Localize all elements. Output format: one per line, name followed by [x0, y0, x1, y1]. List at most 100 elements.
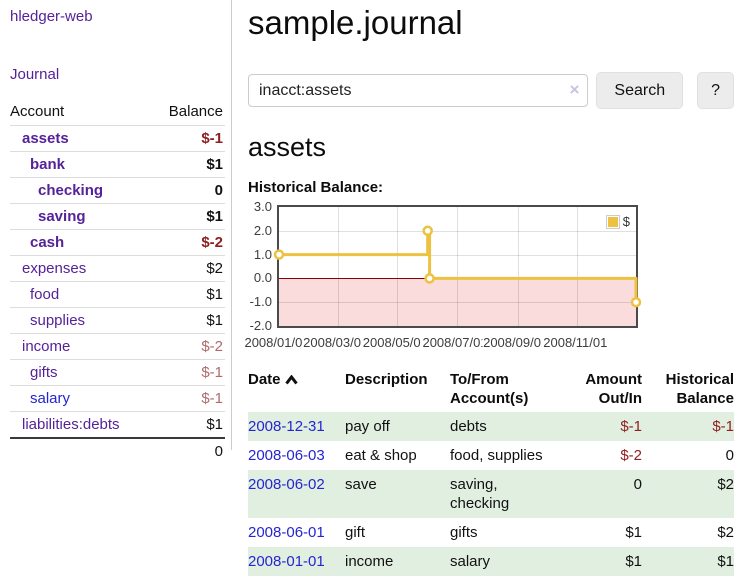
register-balance: $2: [717, 476, 734, 493]
register-header-date[interactable]: Date: [248, 368, 345, 412]
account-balance-cell: $-2: [152, 334, 225, 360]
accounts-total-spacer: [10, 438, 152, 464]
chart-gridline-horizontal: [279, 302, 636, 304]
account-balance: $1: [206, 286, 223, 303]
register-row: 2008-06-02 save saving, checking 0 $2: [248, 470, 734, 518]
register-date-cell: 2008-12-31: [248, 412, 345, 441]
account-link[interactable]: supplies: [30, 312, 86, 329]
account-cell: liabilities:debts: [10, 412, 152, 439]
account-balance: $-2: [201, 234, 223, 251]
account-link[interactable]: bank: [30, 156, 66, 173]
register-header-date-label: Date: [248, 371, 281, 388]
x-axis-tick-label: 2008/09/01: [482, 335, 550, 350]
sidebar-item-journal[interactable]: Journal: [10, 66, 60, 83]
clear-search-icon[interactable]: ×: [569, 80, 580, 99]
account-balance-cell: $-1: [152, 360, 225, 386]
account-link[interactable]: liabilities:debts: [22, 416, 120, 433]
search-input[interactable]: [248, 74, 589, 107]
account-link[interactable]: checking: [38, 182, 104, 199]
page-title: sample.journal: [248, 4, 463, 41]
account-link[interactable]: salary: [30, 390, 71, 407]
y-axis-tick-label: 1.0: [253, 246, 272, 262]
register-accounts: debts: [450, 418, 487, 435]
register-date-link[interactable]: 2008-06-03: [248, 447, 325, 464]
register-date-link[interactable]: 2008-12-31: [248, 418, 325, 435]
search-button[interactable]: Search: [596, 72, 684, 109]
account-cell: food: [10, 282, 152, 308]
x-axis-tick-label: 2008/05/01: [361, 335, 429, 350]
register-balance: $-1: [712, 418, 734, 435]
account-balance-cell: $-1: [152, 386, 225, 412]
account-cell: salary: [10, 386, 152, 412]
chart-gridline-vertical: [457, 207, 458, 326]
account-link[interactable]: gifts: [30, 364, 58, 381]
legend-label: $: [622, 214, 630, 229]
register-accounts: saving, checking: [450, 476, 510, 512]
register-amount-cell: 0: [570, 470, 642, 518]
register-description: income: [345, 553, 394, 570]
register-balance: 0: [725, 447, 734, 464]
account-row: food $1: [10, 281, 225, 308]
account-balance: $-1: [201, 130, 223, 147]
accounts-total-row: 0: [10, 438, 225, 464]
account-cell: income: [10, 334, 152, 360]
register-date-cell: 2008-06-02: [248, 470, 345, 518]
chart-data-marker: [273, 249, 285, 260]
register-amount: $-2: [620, 447, 642, 464]
account-balance-cell: $1: [152, 308, 225, 334]
account-balance: $-2: [201, 338, 223, 355]
chart-series-line: [279, 229, 638, 303]
account-balance-cell: 0: [152, 178, 225, 204]
register-accounts: food, supplies: [450, 447, 543, 464]
register-header-amount: Amount Out/In: [585, 371, 642, 407]
account-balance: $1: [206, 416, 223, 433]
account-link[interactable]: saving: [38, 208, 86, 225]
account-balance-cell: $1: [152, 412, 225, 439]
account-row: expenses $2: [10, 255, 225, 282]
help-button[interactable]: ?: [697, 72, 734, 109]
account-row: gifts $-1: [10, 359, 225, 386]
register-accounts: salary: [450, 553, 491, 570]
search-bar: × Search ?: [248, 72, 734, 109]
account-row: income $-2: [10, 333, 225, 360]
y-axis-tick-label: -2.0: [249, 318, 272, 333]
sort-ascending-icon: [284, 372, 298, 389]
accounts-total-value: 0: [214, 443, 223, 460]
account-balance: $-1: [201, 364, 223, 381]
chart-plot-area: $: [273, 205, 642, 328]
account-row: checking 0: [10, 177, 225, 204]
register-balance-cell: $1: [642, 547, 734, 576]
register-balance: $2: [717, 524, 734, 541]
accounts-header-balance: Balance: [168, 103, 223, 120]
account-link[interactable]: cash: [30, 234, 65, 251]
register-amount: $-1: [620, 418, 642, 435]
y-axis-tick-label: 0.0: [253, 270, 272, 286]
account-link[interactable]: income: [22, 338, 71, 355]
register-date-link[interactable]: 2008-01-01: [248, 553, 325, 570]
account-balance: $1: [206, 156, 223, 173]
account-link[interactable]: expenses: [22, 260, 87, 277]
chart-gridline-horizontal: [279, 230, 636, 232]
register-date-cell: 2008-06-03: [248, 441, 345, 470]
account-row: saving $1: [10, 203, 225, 230]
app-title-link[interactable]: hledger-web: [10, 8, 93, 25]
chart-gridline-vertical: [397, 207, 399, 326]
account-link[interactable]: food: [30, 286, 60, 303]
register-balance: $1: [717, 553, 734, 570]
register-date-link[interactable]: 2008-06-02: [248, 476, 325, 493]
chart-data-marker: [422, 225, 433, 237]
register-amount: $1: [625, 524, 642, 541]
chart-gridline-vertical: [517, 207, 519, 326]
register-date-link[interactable]: 2008-06-01: [248, 524, 325, 541]
accounts-header-account: Account: [10, 103, 65, 120]
sidebar-nav: Journal: [10, 66, 231, 83]
y-axis-tick-label: 2.0: [253, 222, 272, 238]
x-axis-tick-label: 2008/03/01: [302, 335, 370, 350]
register-amount: $1: [625, 553, 642, 570]
account-balance-cell: $-1: [152, 126, 225, 152]
account-row: bank $1: [10, 151, 225, 178]
account-link[interactable]: assets: [22, 130, 69, 147]
register-row: 2008-12-31 pay off debts $-1 $-1: [248, 412, 734, 441]
account-row: supplies $1: [10, 307, 225, 334]
register-header-row: Date Description To/From Account(s) Amou…: [248, 368, 734, 412]
